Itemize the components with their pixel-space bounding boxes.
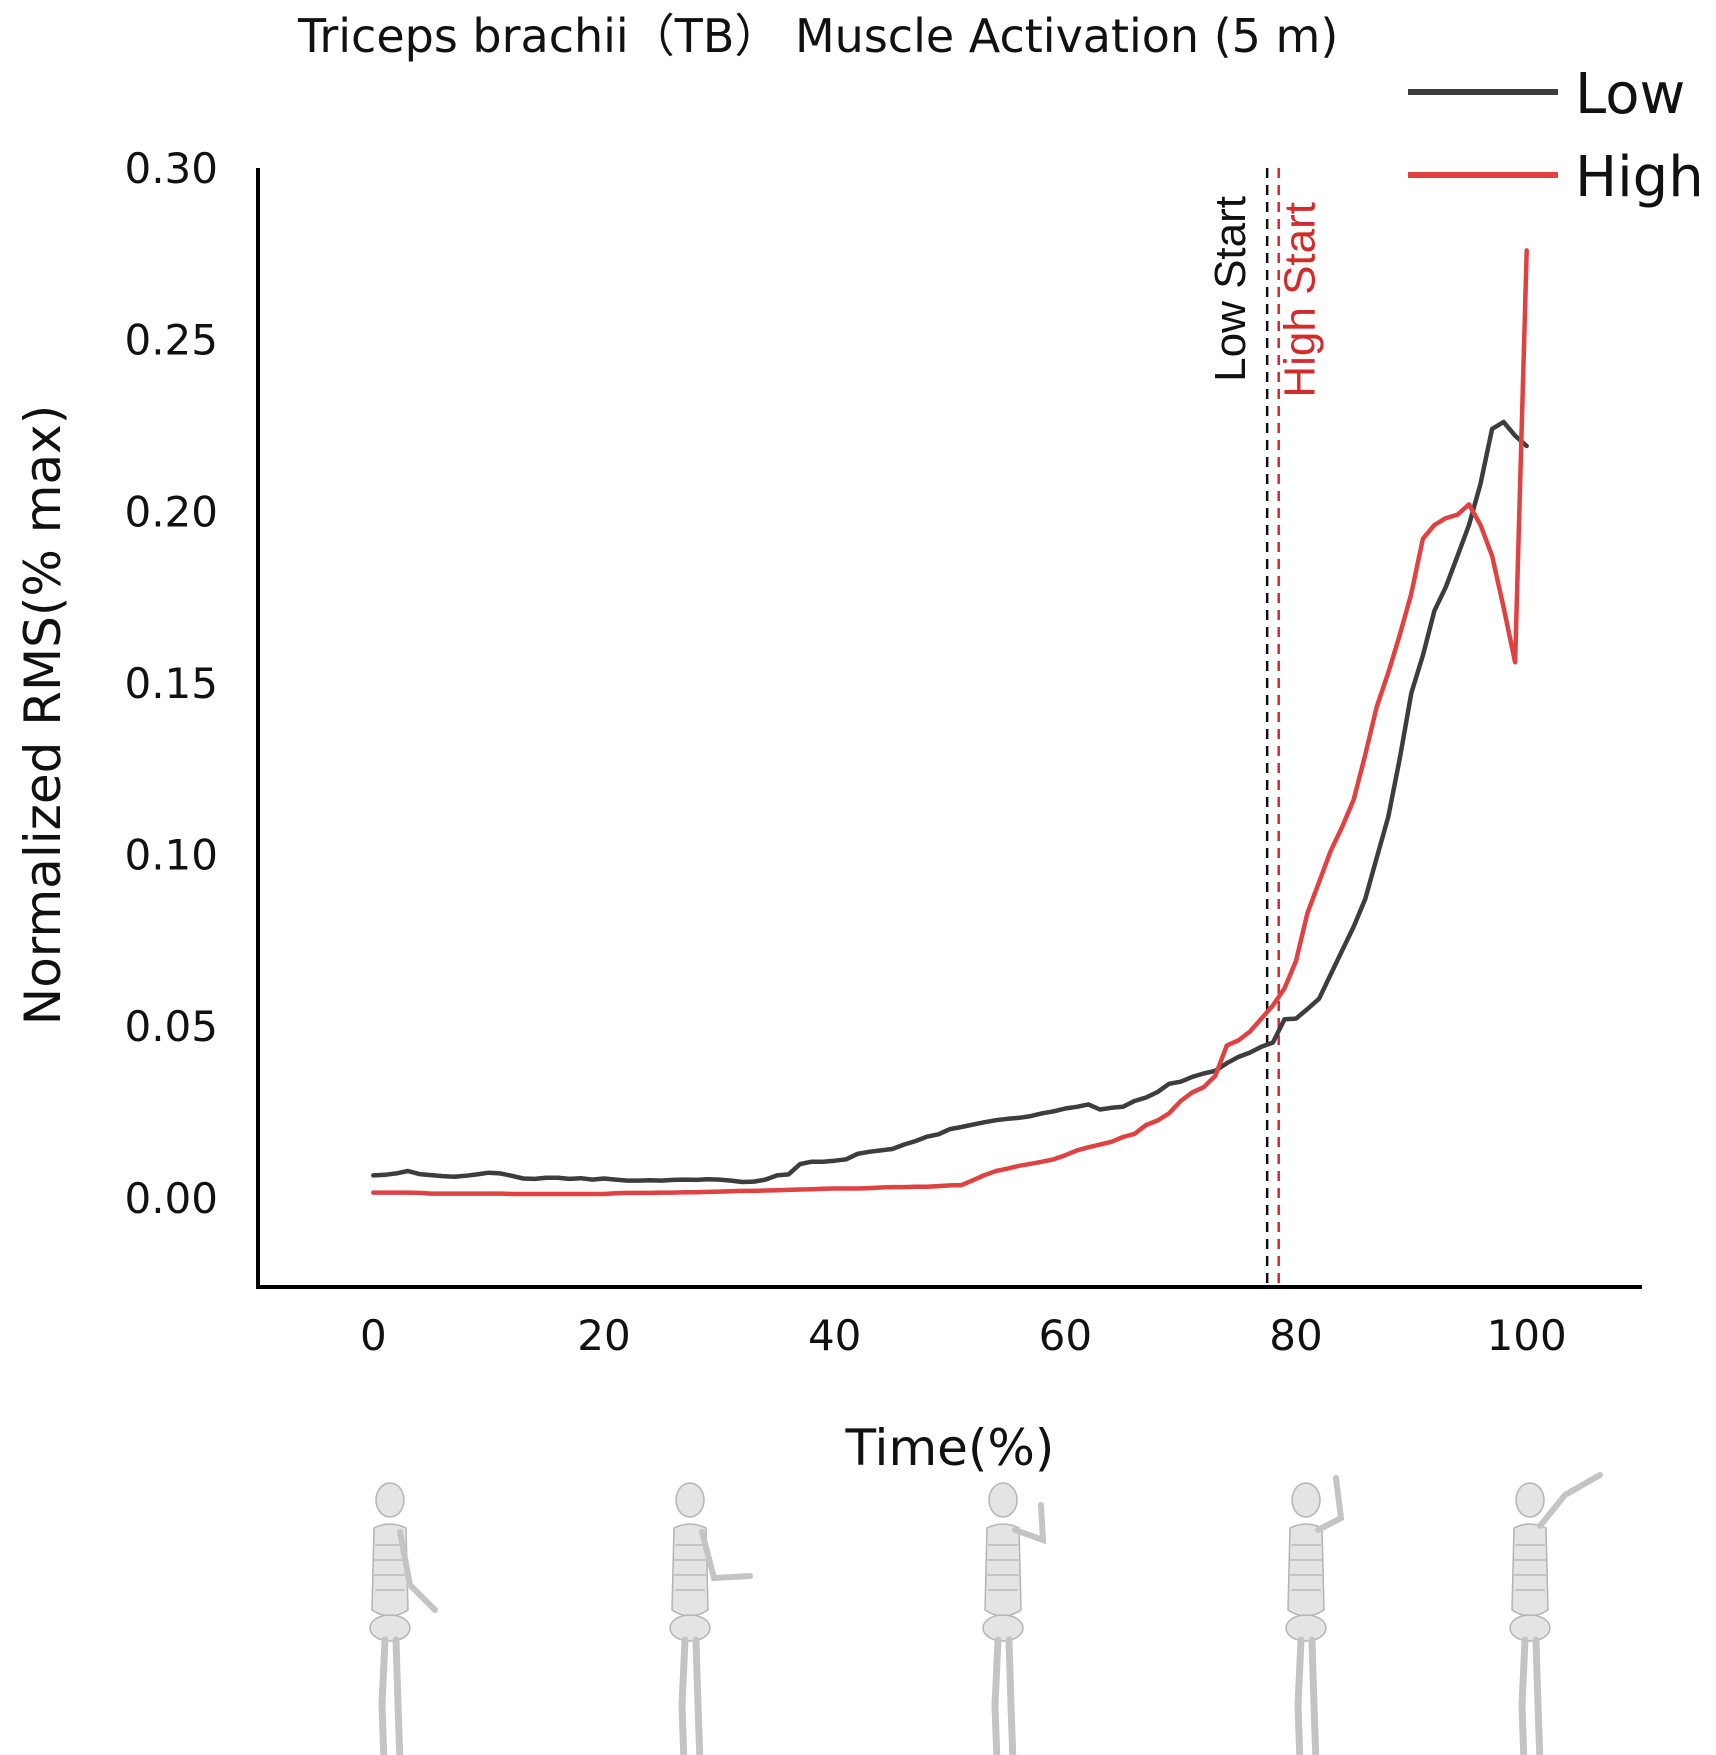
x-ticks: 0 20 40 60 80 100 bbox=[360, 1311, 1567, 1360]
x-tick-label: 80 bbox=[1269, 1311, 1322, 1360]
x-tick-label: 100 bbox=[1487, 1311, 1567, 1360]
chart-title: Triceps brachii（TB） Muscle Activation (5… bbox=[297, 9, 1338, 63]
y-tick-label: 0.30 bbox=[124, 144, 218, 193]
y-tick-label: 0.00 bbox=[124, 1174, 218, 1223]
skeleton-illustrations bbox=[370, 1472, 1603, 1755]
y-tick-label: 0.10 bbox=[124, 831, 218, 880]
y-tick-label: 0.20 bbox=[124, 487, 218, 536]
x-tick-label: 60 bbox=[1039, 1311, 1092, 1360]
x-tick-label: 40 bbox=[808, 1311, 861, 1360]
x-axis-label: Time(%) bbox=[845, 1419, 1055, 1477]
start-marker-label: High Start bbox=[1276, 202, 1325, 398]
start-marker-label: Low Start bbox=[1206, 196, 1255, 382]
skeleton-pose-2 bbox=[670, 1483, 753, 1755]
x-tick-label: 0 bbox=[360, 1311, 387, 1360]
y-tick-label: 0.25 bbox=[124, 316, 218, 365]
start-markers: Low Start High Start bbox=[1206, 168, 1325, 1287]
skeleton-pose-5 bbox=[1510, 1472, 1603, 1755]
y-ticks: 0.00 0.05 0.10 0.15 0.20 0.25 0.30 bbox=[124, 144, 218, 1223]
y-tick-label: 0.15 bbox=[124, 659, 218, 708]
skeleton-pose-4 bbox=[1286, 1475, 1345, 1755]
series-line-low bbox=[371, 419, 1529, 1185]
skeleton-pose-3 bbox=[983, 1483, 1047, 1755]
y-axis-label: Normalized RMS(% max) bbox=[14, 405, 72, 1025]
skeleton-pose-1 bbox=[370, 1483, 438, 1755]
series-line-high bbox=[371, 248, 1529, 1197]
legend-label-high: High bbox=[1575, 145, 1704, 210]
y-tick-label: 0.05 bbox=[124, 1002, 218, 1051]
legend: Low High bbox=[1408, 62, 1704, 210]
x-tick-label: 20 bbox=[577, 1311, 630, 1360]
legend-label-low: Low bbox=[1575, 62, 1685, 127]
series-lines bbox=[371, 248, 1529, 1197]
